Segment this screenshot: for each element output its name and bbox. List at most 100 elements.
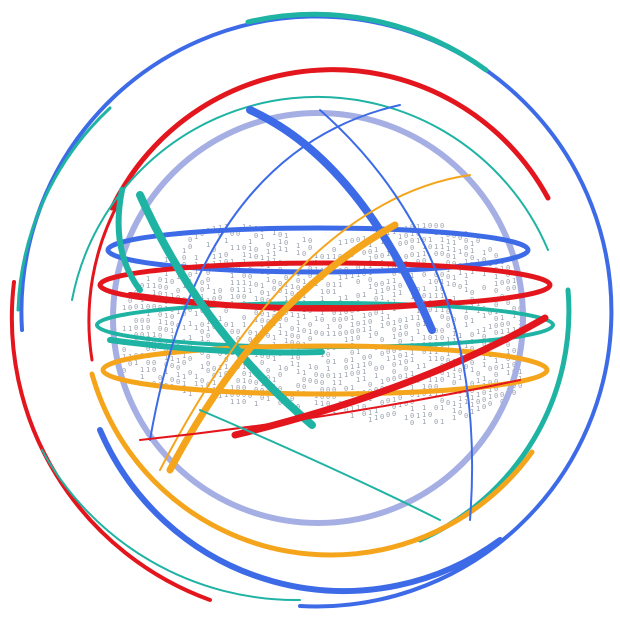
binary-digit: 0 (428, 411, 432, 419)
binary-digit: 1 (416, 307, 420, 315)
binary-digit: 0 (392, 263, 396, 271)
binary-digit: 0 (296, 277, 300, 285)
binary-digit: 1 (242, 363, 246, 371)
binary-digit: 0 (236, 391, 240, 399)
binary-digit: 1 (170, 292, 174, 300)
binary-digit: 0 (428, 243, 432, 251)
binary-digit: 0 (326, 351, 330, 359)
binary-digit: 0 (422, 292, 426, 300)
binary-digit: 1 (122, 353, 126, 361)
binary-digit: 0 (356, 334, 360, 342)
binary-digit: 1 (134, 359, 138, 367)
binary-digit: 1 (440, 306, 444, 314)
binary-digit: 1 (428, 390, 432, 398)
binary-digit: 1 (368, 255, 372, 263)
binary-digit: 0 (230, 328, 234, 336)
binary-digit: 1 (248, 280, 252, 288)
binary-digit: 1 (434, 306, 438, 314)
binary-digit: 0 (254, 246, 258, 254)
binary-digit: 1 (434, 285, 438, 293)
binary-digit: 1 (194, 268, 198, 276)
binary-digit: 1 (494, 357, 498, 365)
binary-digit: 0 (200, 377, 204, 385)
binary-digit: 1 (344, 336, 348, 344)
binary-digit: 1 (212, 253, 216, 261)
binary-digit: 0 (320, 330, 324, 338)
binary-digit: 1 (452, 239, 456, 247)
binary-digit: 0 (332, 393, 336, 401)
binary-digit: 1 (368, 241, 372, 249)
binary-digit: 0 (260, 289, 264, 297)
binary-digit: 0 (452, 379, 456, 387)
binary-digit: 0 (332, 309, 336, 317)
binary-digit: 1 (410, 349, 414, 357)
binary-digit: 1 (194, 310, 198, 318)
binary-digit: 0 (494, 392, 498, 400)
binary-digit: 0 (512, 347, 516, 355)
binary-digit: 1 (218, 252, 222, 260)
binary-digit: 0 (392, 326, 396, 334)
binary-digit: 1 (410, 356, 414, 364)
binary-digit: 1 (248, 245, 252, 253)
binary-digit: 1 (164, 368, 168, 376)
binary-digit: 1 (164, 277, 168, 285)
binary-digit: 0 (296, 403, 300, 411)
binary-digit: 1 (266, 290, 270, 298)
binary-digit: 1 (320, 351, 324, 359)
binary-digit: 0 (344, 329, 348, 337)
binary-digit: 1 (200, 363, 204, 371)
binary-digit: 1 (164, 270, 168, 278)
binary-digit: 1 (404, 316, 408, 324)
binary-digit: 1 (428, 348, 432, 356)
binary-digit: 1 (440, 404, 444, 412)
binary-digit: 0 (470, 345, 474, 353)
binary-digit: 1 (356, 404, 360, 412)
binary-digit: 1 (464, 258, 468, 266)
binary-digit: 1 (146, 275, 150, 283)
binary-digit: 1 (230, 384, 234, 392)
binary-digit: 0 (290, 325, 294, 333)
binary-digit: 0 (338, 330, 342, 338)
binary-digit: 0 (494, 315, 498, 323)
binary-digit: 0 (158, 374, 162, 382)
binary-digit: 1 (278, 245, 282, 253)
binary-digit: 1 (218, 392, 222, 400)
binary-digit: 1 (416, 237, 420, 245)
binary-digit: 1 (350, 335, 354, 343)
binary-digit: 0 (416, 258, 420, 266)
binary-digit: 0 (278, 287, 282, 295)
binary-digit: 0 (482, 340, 486, 348)
binary-digit: 0 (206, 269, 210, 277)
binary-digit: 0 (488, 246, 492, 254)
binary-digit: 0 (344, 308, 348, 316)
binary-digit: 0 (140, 317, 144, 325)
binary-digit: 0 (170, 320, 174, 328)
binary-digit: 1 (488, 386, 492, 394)
binary-digit: 1 (296, 319, 300, 327)
binary-digit: 1 (332, 288, 336, 296)
binary-digit: 0 (224, 258, 228, 266)
binary-digit: 1 (344, 294, 348, 302)
binary-digit: 1 (386, 250, 390, 258)
binary-digit: 1 (176, 357, 180, 365)
binary-digit: 1 (362, 263, 366, 271)
binary-digit: 0 (338, 316, 342, 324)
binary-digit: 1 (338, 295, 342, 303)
binary-digit: 0 (158, 325, 162, 333)
binary-digit: 1 (362, 312, 366, 320)
binary-digit: 0 (422, 271, 426, 279)
binary-digit: 1 (404, 414, 408, 422)
binary-digit: 1 (416, 363, 420, 371)
binary-digit: 1 (284, 295, 288, 303)
binary-digit: 1 (380, 322, 384, 330)
binary-digit: 0 (296, 333, 300, 341)
binary-digit: 1 (350, 321, 354, 329)
binary-digit: 0 (356, 278, 360, 286)
binary-digit: 1 (230, 272, 234, 280)
binary-digit: 0 (446, 322, 450, 330)
binary-digit: 1 (320, 400, 324, 408)
binary-digit: 0 (386, 376, 390, 384)
binary-digit: 0 (140, 282, 144, 290)
binary-digit: 0 (278, 231, 282, 239)
binary-digit: 1 (350, 384, 354, 392)
